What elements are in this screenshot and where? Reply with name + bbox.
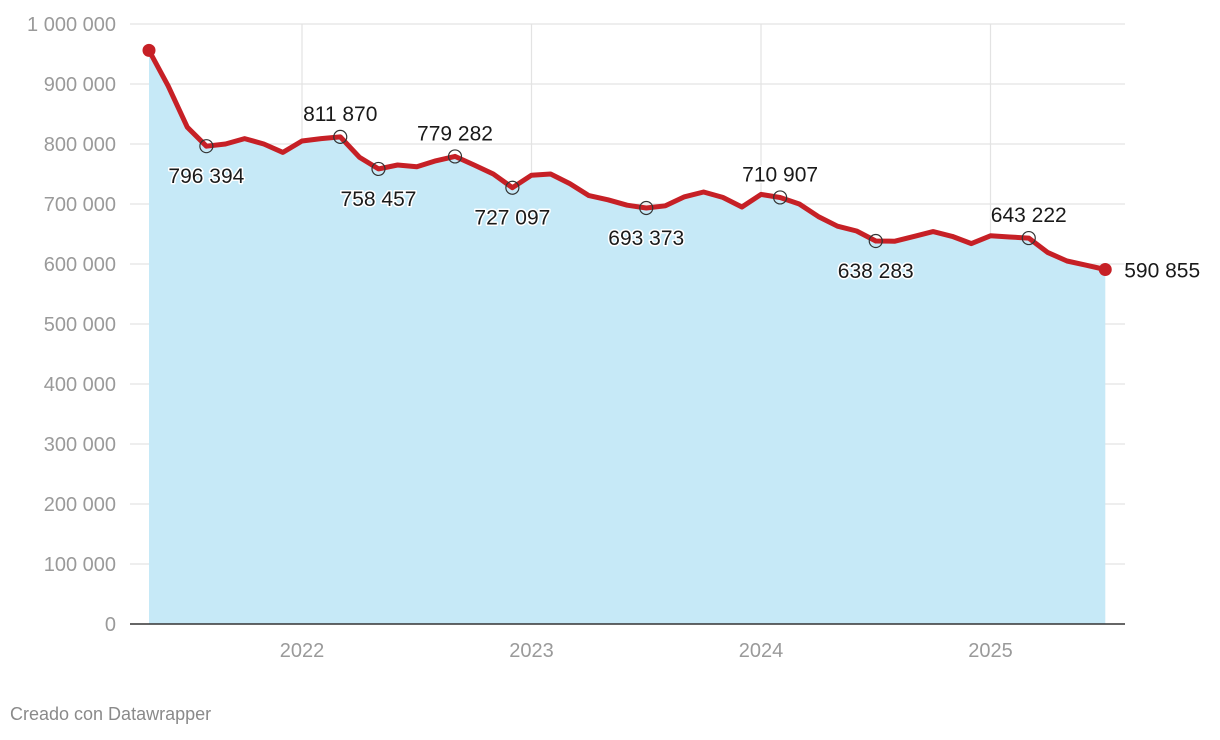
data-label: 811 870 [303, 103, 377, 126]
data-label: 638 283 [838, 260, 914, 283]
series-line [146, 47, 1108, 272]
x-tick-label: 2024 [739, 640, 784, 662]
y-tick-label: 1 000 000 [27, 14, 116, 36]
data-point-marker [639, 200, 654, 216]
data-label: 796 394 [168, 165, 244, 188]
y-tick-label: 900 000 [44, 74, 116, 96]
data-label: 693 373 [608, 227, 684, 250]
footer-credit: Creado con Datawrapper [10, 704, 212, 724]
data-point-marker [868, 233, 883, 249]
chart-markers [142, 43, 1112, 276]
area-fill [149, 50, 1106, 624]
data-point-marker [1021, 230, 1036, 246]
y-tick-label: 500 000 [44, 314, 116, 336]
y-tick-label: 800 000 [44, 134, 116, 156]
x-tick-label: 2022 [280, 640, 325, 662]
y-tick-label: 700 000 [44, 194, 116, 216]
x-tick-label: 2025 [968, 640, 1013, 662]
data-point-marker [199, 139, 214, 154]
y-tick-label: 400 000 [44, 374, 116, 396]
data-point-marker [505, 180, 520, 195]
x-axis: 2022 2023 2024 2025 [280, 640, 1013, 662]
data-point-marker [447, 149, 463, 164]
chart-area-layer [130, 50, 1125, 625]
y-tick-label: 0 [105, 614, 116, 636]
data-label: 779 282 [417, 122, 493, 145]
data-point-marker [371, 161, 386, 177]
chart-line-layer [146, 47, 1108, 272]
y-tick-label: 600 000 [44, 254, 116, 276]
data-label: 758 457 [341, 188, 417, 211]
y-tick-label: 200 000 [44, 494, 116, 516]
data-label: 590 855 [1124, 259, 1200, 282]
data-label: 710 907 [742, 163, 818, 186]
end-point-marker [1098, 262, 1112, 276]
chart-data-labels: 796 394 811 870 758 457 779 282 727 097 693 3… [167, 101, 1202, 284]
line-chart: 0 100 000 200 000 300 000 400 000 500 000 600 … [27, 14, 1202, 662]
y-tick-label: 300 000 [44, 434, 116, 456]
data-point-marker [333, 129, 348, 144]
x-tick-label: 2023 [509, 640, 554, 662]
data-point-marker [773, 190, 788, 205]
data-label: 643 222 [991, 204, 1067, 227]
data-label: 727 097 [474, 207, 550, 230]
y-axis: 0 100 000 200 000 300 000 400 000 500 000 600 … [27, 14, 116, 636]
start-point-marker [142, 43, 156, 57]
y-tick-label: 100 000 [44, 554, 116, 576]
